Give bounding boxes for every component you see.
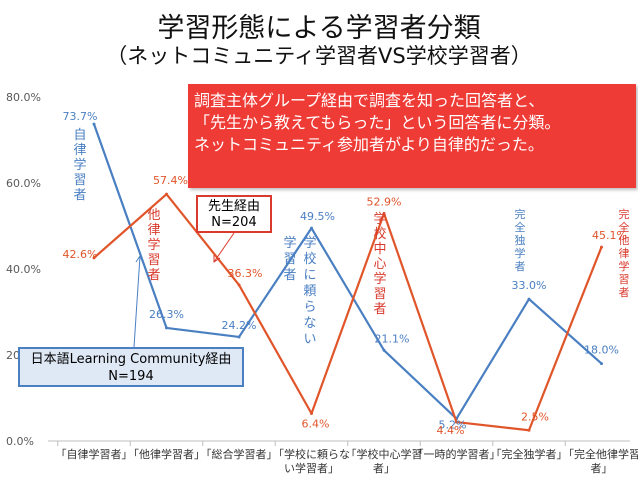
teacher-arrowhead [213, 255, 221, 263]
data-label: 45.1% [592, 229, 627, 242]
x-tick-label: 者」 [373, 462, 395, 475]
data-label: 52.9% [367, 196, 402, 209]
annotation-not-school-right: 学校に頼らない [303, 236, 317, 347]
annotation-heteronomous: 他律学習者 [147, 208, 161, 283]
data-point [92, 256, 96, 260]
x-tick-label: 「学校中心学習 [346, 447, 423, 461]
series-line-1 [93, 193, 603, 432]
data-point [527, 297, 531, 301]
data-point [310, 411, 313, 415]
data-label: 33.0% [512, 279, 547, 292]
teacher-arrow [213, 232, 235, 263]
data-point [527, 428, 531, 432]
data-label: 24.2% [222, 319, 257, 332]
jlc-arrow [133, 255, 141, 348]
annotation-autonomous: 自律学習者 [73, 128, 87, 203]
x-tick-label: 「一時的学習者」 [413, 447, 501, 461]
page-subtitle: （ネットコミュニティ学習者VS学校学習者） [106, 44, 532, 68]
data-label: 42.6% [63, 248, 98, 261]
data-point [455, 420, 458, 424]
callout-box: 調査主体グループ経由で調査を知った回答者と、 「先生から教えてもらった」という回… [188, 84, 636, 188]
data-label: 21.1% [375, 332, 410, 345]
annotation-school-centered: 学校中心学習者 [373, 212, 387, 317]
x-tick-label: 「他律学習者」 [128, 447, 205, 461]
x-tick-label: 者」 [591, 462, 613, 475]
teacher-route-box: 先生経由 N=204 [196, 195, 272, 233]
data-point [237, 283, 241, 287]
data-label: 57.4% [153, 174, 188, 187]
data-label: 49.5% [300, 210, 335, 223]
data-point [92, 122, 96, 126]
annotation-not-school-left: 学習者 [283, 236, 297, 283]
data-label: 2.5% [521, 410, 549, 423]
data-point [600, 362, 603, 366]
data-label: 6.4% [302, 417, 330, 430]
data-label: 36.3% [228, 267, 263, 280]
annotation-fully-heteronomous: 完全他律学習者 [618, 208, 630, 299]
x-tick-label: 「完全独学者」 [491, 447, 568, 461]
data-label: 5.2% [439, 419, 467, 432]
annotation-fully-independent: 完全独学者 [514, 208, 526, 273]
data-label: 26.3% [149, 308, 184, 321]
x-tick-label: 「総合学習者」 [201, 447, 278, 461]
data-label: 4.4% [437, 424, 465, 437]
y-tick-label: 60.0% [6, 177, 41, 190]
x-tick-label: 「完全他律学習 [563, 447, 638, 461]
data-label: 73.7% [63, 110, 98, 123]
page-title: 学習形態による学習者分類 [157, 13, 481, 44]
data-point [165, 326, 168, 330]
data-label: 18.0% [584, 344, 619, 357]
data-point [237, 335, 241, 339]
data-point [382, 212, 386, 216]
jlc-route-box: 日本語Learning Community経由 N=194 [18, 347, 244, 387]
y-tick-label: 80.0% [6, 91, 41, 104]
x-tick-label: い学習者」 [284, 461, 339, 475]
data-point [382, 348, 386, 352]
data-point [600, 245, 603, 249]
y-tick-label: 0.0% [6, 435, 34, 448]
series-line-0 [92, 123, 603, 420]
data-point [165, 192, 168, 196]
y-tick-label: 40.0% [6, 263, 41, 276]
jlc-arrowhead [135, 254, 144, 264]
x-tick-label: 「学校に頼らな [273, 447, 350, 461]
data-point [310, 226, 313, 230]
x-tick-label: 「自律学習者」 [56, 447, 133, 461]
